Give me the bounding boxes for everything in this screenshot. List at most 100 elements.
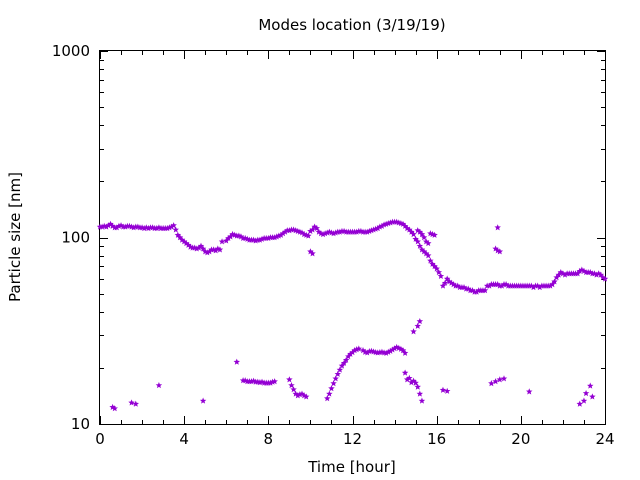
data-point (252, 237, 259, 244)
data-point (286, 227, 293, 234)
data-point (492, 378, 499, 385)
data-point (412, 235, 419, 242)
data-point (418, 246, 426, 253)
data-points (96, 218, 609, 412)
data-point (557, 268, 565, 276)
data-point (547, 282, 554, 289)
data-point (130, 224, 137, 231)
data-point (387, 219, 394, 226)
data-point (336, 228, 344, 235)
data-point (559, 270, 567, 277)
data-point (391, 345, 398, 352)
data-point (250, 377, 257, 384)
data-point (406, 374, 413, 381)
data-point (174, 231, 182, 238)
data-point (406, 226, 413, 233)
data-point (214, 245, 222, 252)
data-point (414, 322, 421, 329)
data-point (418, 230, 426, 238)
data-point (526, 388, 533, 395)
data-point (534, 282, 541, 289)
data-point (593, 271, 600, 278)
data-point (168, 223, 175, 230)
data-point (225, 234, 232, 242)
data-point (576, 400, 583, 407)
data-point (418, 397, 426, 404)
data-point (410, 230, 417, 238)
data-point (300, 392, 308, 399)
data-point (103, 223, 110, 230)
data-point (265, 234, 272, 242)
data-point (216, 246, 224, 253)
data-point (446, 278, 453, 285)
data-point (294, 392, 302, 399)
data-point (496, 248, 504, 255)
data-point (311, 223, 318, 230)
data-point (382, 220, 390, 227)
data-point (170, 222, 177, 229)
data-point (324, 229, 331, 236)
data-point (412, 379, 419, 386)
data-point (416, 317, 424, 325)
data-point (528, 282, 535, 289)
data-point (385, 220, 392, 227)
data-point (132, 400, 139, 407)
axis-ticks: 0 4 8 12 16 20 24 10 100 1000 (52, 42, 615, 448)
data-point (486, 282, 493, 289)
data-point (481, 287, 489, 294)
data-point (454, 282, 461, 289)
data-point (336, 366, 344, 373)
data-point (473, 288, 480, 295)
x-tick-label: 24 (595, 430, 614, 448)
data-point (305, 232, 312, 239)
data-point (349, 349, 356, 356)
data-point (403, 376, 411, 383)
data-point (530, 284, 537, 291)
x-tick-label: 4 (179, 430, 189, 448)
y-tick-label: 100 (61, 229, 90, 247)
data-point (319, 230, 327, 238)
data-point (441, 279, 449, 286)
data-point (115, 222, 123, 229)
data-point (410, 328, 417, 335)
data-point (589, 393, 596, 400)
data-point (414, 238, 421, 245)
data-point (334, 370, 341, 377)
data-point (387, 347, 394, 354)
data-point (498, 282, 506, 289)
data-point (328, 385, 335, 392)
data-point (587, 382, 594, 389)
data-point (549, 281, 556, 288)
data-point (338, 362, 346, 369)
data-point (244, 235, 251, 242)
data-point (286, 376, 293, 383)
data-point (580, 267, 588, 274)
data-point (435, 268, 442, 276)
data-point (332, 229, 339, 236)
data-point (109, 403, 116, 410)
data-point (374, 224, 381, 232)
data-point (408, 228, 415, 235)
data-point (555, 271, 562, 278)
data-point (494, 247, 501, 254)
data-point (376, 349, 384, 356)
data-point (204, 249, 211, 256)
data-point (199, 245, 207, 252)
data-point (364, 349, 371, 356)
data-point (345, 353, 352, 360)
data-point (302, 393, 310, 400)
data-point (351, 347, 358, 354)
data-point (488, 380, 495, 387)
data-point (233, 358, 240, 365)
data-point (443, 387, 451, 394)
data-point (324, 395, 331, 402)
data-point (599, 274, 607, 281)
data-point (378, 222, 386, 229)
data-point (309, 226, 316, 233)
data-point (492, 245, 499, 252)
data-point (437, 272, 445, 279)
x-tick-label: 12 (343, 430, 362, 448)
data-point (109, 222, 116, 229)
data-point (425, 239, 432, 247)
